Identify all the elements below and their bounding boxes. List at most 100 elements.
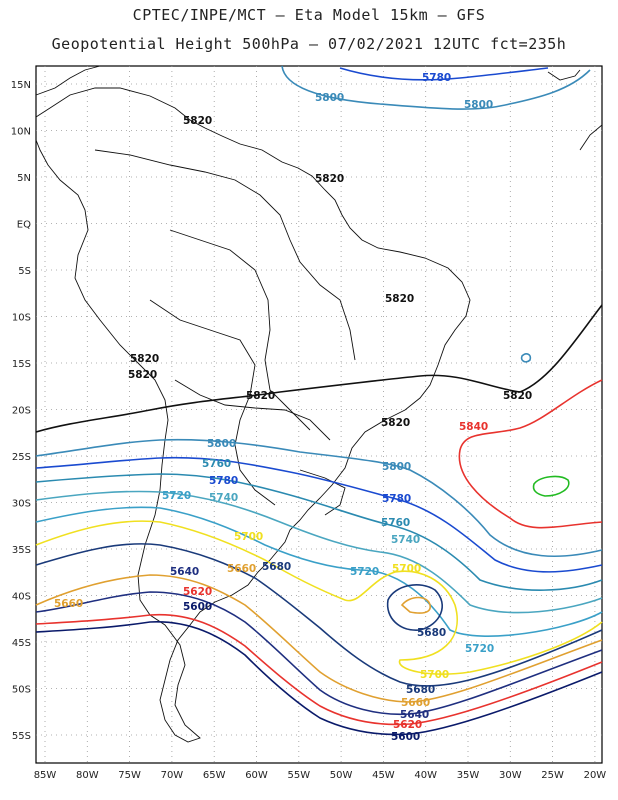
label-5700: 5700 [420,669,449,681]
label-5660: 5660 [54,598,83,610]
label-5720: 5720 [465,643,494,655]
label-5800: 5800 [382,461,411,473]
contour-5760 [35,473,603,591]
label-5780: 5780 [209,475,238,487]
label-5800: 5800 [464,99,493,111]
lon-tick-label: 45W [372,770,395,781]
lon-tick-label: 60W [245,770,268,781]
chart-title-line1: CPTEC/INPE/MCT – Eta Model 15km – GFS [132,6,486,24]
label-5800: 5800 [207,438,236,450]
label-5720: 5720 [162,490,191,502]
label-5680: 5680 [417,627,446,639]
label-5820: 5820 [385,293,414,305]
label-5820: 5820 [128,369,157,381]
label-5820: 5820 [183,115,212,127]
contour-5800-island [520,353,532,363]
contour-5680 [35,543,603,687]
country-border [149,299,276,506]
contour-5640 [35,591,603,716]
lat-tick-label: 40S [12,592,31,603]
contour-5840 [458,379,603,529]
contour-labels: 5780 5800 5800 5820 5820 5820 5820 5820 … [54,72,532,743]
label-5820: 5820 [130,353,159,365]
label-5620: 5620 [393,719,422,731]
contour-5600 [35,621,603,736]
contour-5780 [35,456,603,573]
graticule [36,66,602,763]
label-5840: 5840 [459,421,488,433]
label-5780: 5780 [422,72,451,84]
contour-5800 [35,438,603,558]
lon-tick-label: 30W [499,770,522,781]
contour-5740 [35,490,603,614]
lat-tick-label: 35S [12,545,31,556]
contour-5660-cyclone [400,596,431,614]
unused [60,30,110,60]
contour-5680-cyclone [386,584,444,631]
label-5700: 5700 [234,531,263,543]
contour-lines [35,65,603,736]
label-5740: 5740 [209,492,238,504]
label-5740: 5740 [391,534,420,546]
contour-5620 [35,613,603,726]
label-5800: 5800 [315,92,344,104]
contour-5820 [35,304,603,433]
contour-5860 [532,475,570,497]
lat-tick-label: 30S [12,499,31,510]
lon-tick-label: 25W [541,770,564,781]
label-5820: 5820 [503,390,532,402]
country-border [169,229,311,431]
contour-5720 [35,506,603,637]
lat-tick-label: 10S [12,313,31,324]
lat-tick-label: 5N [17,173,31,184]
lon-tick-label: 35W [457,770,480,781]
lon-tick-label: 75W [118,770,141,781]
map-frame [35,65,603,764]
south-america-coast [35,87,471,743]
lat-tick-label: 25S [12,452,31,463]
lat-tick-label: 15N [11,80,31,91]
contour-5780-north [339,67,549,81]
lat-tick-label: 5S [18,266,31,277]
label-5660: 5660 [227,563,256,575]
lat-tick-label: 45S [12,638,31,649]
label-5780: 5780 [382,493,411,505]
label-5600: 5600 [391,731,420,743]
lon-tick-label: 40W [414,770,437,781]
chart-title-line2: Geopotential Height 500hPa – 07/02/2021 … [51,35,567,53]
lat-tick-label: 55S [12,731,31,742]
lon-tick-label: 80W [76,770,99,781]
label-5760: 5760 [381,517,410,529]
lat-tick-label: 15S [12,359,31,370]
label-5760: 5760 [202,458,231,470]
country-border [174,379,331,441]
africa-coast-fragment [579,124,603,151]
label-5720: 5720 [350,566,379,578]
coastlines [35,30,603,743]
country-border [94,149,356,361]
lat-tick-label: EQ [17,220,31,231]
label-5660: 5660 [401,697,430,709]
label-5700: 5700 [392,563,421,575]
label-5640: 5640 [170,566,199,578]
label-5640: 5640 [400,709,429,721]
lon-tick-label: 50W [330,770,353,781]
lon-tick-label: 55W [287,770,310,781]
label-5820: 5820 [246,390,275,402]
label-5680: 5680 [262,561,291,573]
lat-tick-label: 20S [12,406,31,417]
central-america-coast [35,65,101,96]
label-5820: 5820 [315,173,344,185]
lon-tick-label: 65W [203,770,226,781]
contour-5660 [35,574,603,703]
lat-tick-label: 50S [12,685,31,696]
africa-coast-fragment [547,69,581,81]
label-5620: 5620 [183,586,212,598]
contour-5700 [35,520,603,675]
label-5820: 5820 [381,417,410,429]
axis-ticks: 85W 80W 75W 70W 65W 60W 55W 50W 45W 40W 35W 30W 25W 2… [11,80,607,781]
contour-5800-north [281,65,591,110]
lat-tick-label: 10N [11,127,31,138]
label-5600: 5600 [183,601,212,613]
